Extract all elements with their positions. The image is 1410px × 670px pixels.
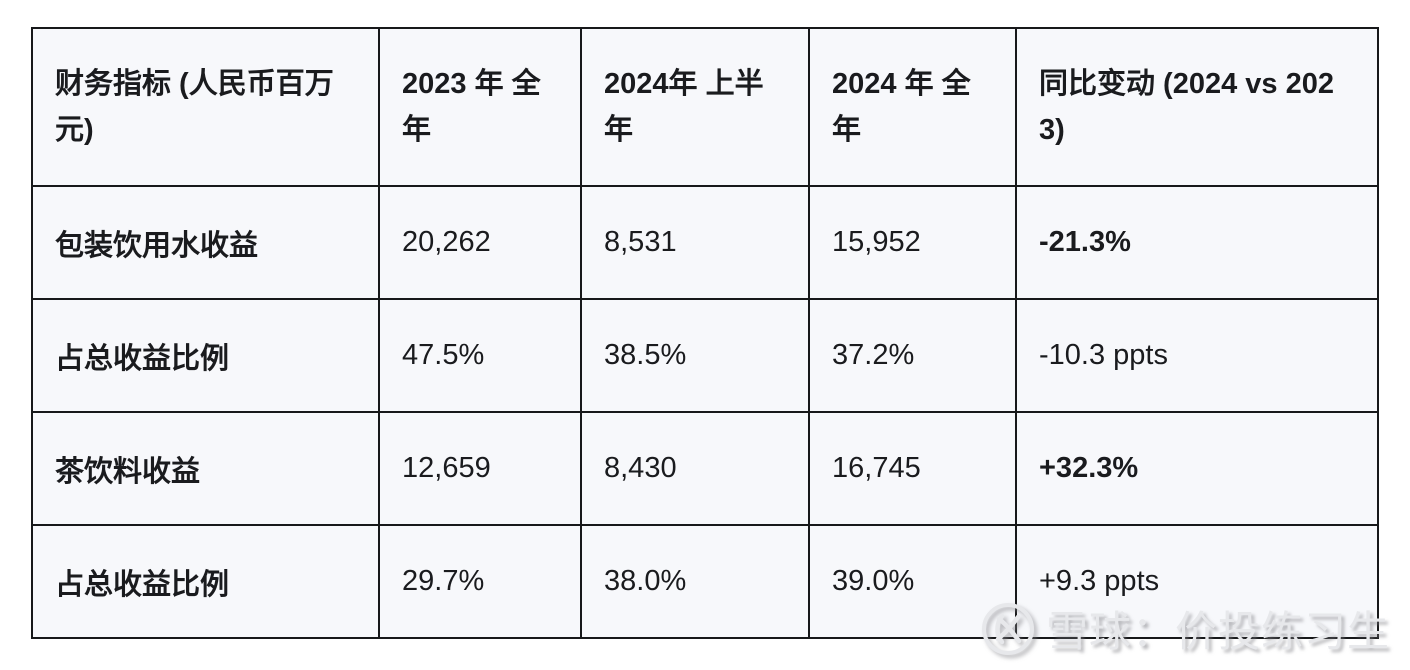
row-label: 包装饮用水收益 xyxy=(31,185,380,300)
table-row-water-share-of-revenue: 占总收益比例 47.5% 38.5% 37.2% -10.3 ppts xyxy=(31,298,1379,413)
header-row: 财务指标 (人民币百万元) 2023 年 全年 2024年 上半年 2024 年… xyxy=(31,27,1379,187)
data-cell: 47.5% xyxy=(378,298,582,413)
data-cell: 8,430 xyxy=(580,411,810,526)
financial-metrics-table: 财务指标 (人民币百万元) 2023 年 全年 2024年 上半年 2024 年… xyxy=(31,27,1379,639)
change-cell: -21.3% xyxy=(1015,185,1379,300)
header-cell-2023-full-year: 2023 年 全年 xyxy=(378,27,582,187)
change-cell: +32.3% xyxy=(1015,411,1379,526)
header-cell-metric: 财务指标 (人民币百万元) xyxy=(31,27,380,187)
data-cell: 38.0% xyxy=(580,524,810,639)
row-label: 占总收益比例 xyxy=(31,298,380,413)
data-cell: 8,531 xyxy=(580,185,810,300)
row-label: 占总收益比例 xyxy=(31,524,380,639)
data-cell: 20,262 xyxy=(378,185,582,300)
table-row-tea-share-of-revenue: 占总收益比例 29.7% 38.0% 39.0% +9.3 ppts xyxy=(31,524,1379,639)
table-row-packaged-water-revenue: 包装饮用水收益 20,262 8,531 15,952 -21.3% xyxy=(31,185,1379,300)
header-cell-2024-h1: 2024年 上半年 xyxy=(580,27,810,187)
header-cell-2024-full-year: 2024 年 全年 xyxy=(808,27,1017,187)
data-cell: 29.7% xyxy=(378,524,582,639)
data-cell: 39.0% xyxy=(808,524,1017,639)
change-cell: -10.3 ppts xyxy=(1015,298,1379,413)
data-cell: 37.2% xyxy=(808,298,1017,413)
data-cell: 16,745 xyxy=(808,411,1017,526)
data-cell: 38.5% xyxy=(580,298,810,413)
row-label: 茶饮料收益 xyxy=(31,411,380,526)
change-cell: +9.3 ppts xyxy=(1015,524,1379,639)
data-cell: 12,659 xyxy=(378,411,582,526)
header-cell-yoy-change: 同比变动 (2024 vs 2023) xyxy=(1015,27,1379,187)
data-cell: 15,952 xyxy=(808,185,1017,300)
table-row-tea-revenue: 茶饮料收益 12,659 8,430 16,745 +32.3% xyxy=(31,411,1379,526)
